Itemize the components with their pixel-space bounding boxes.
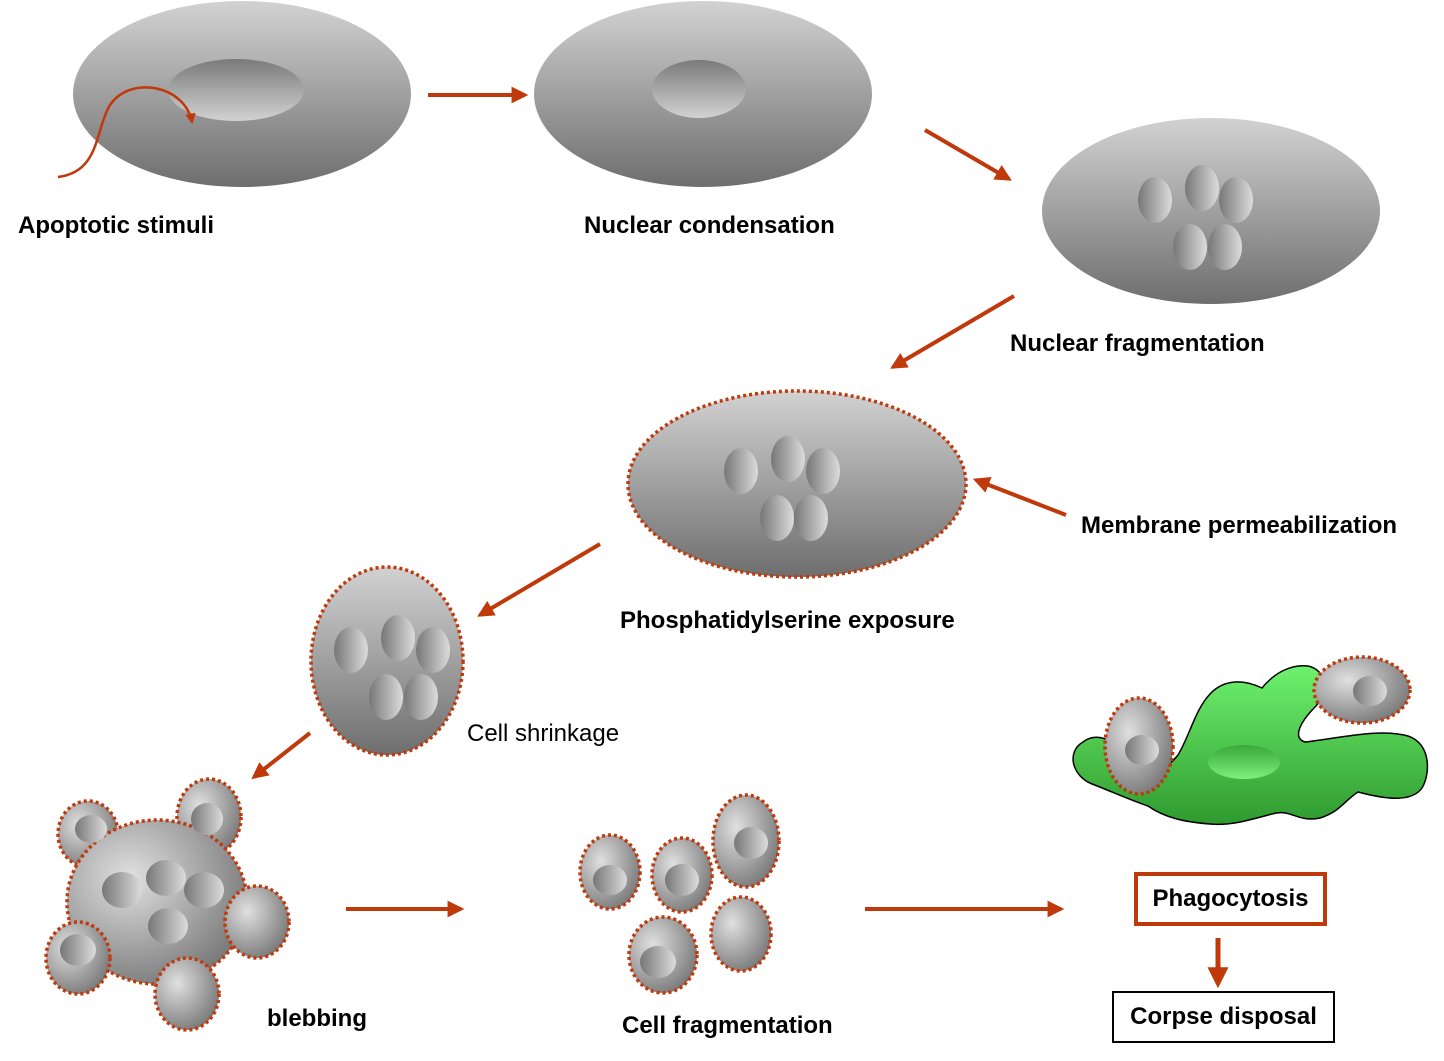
cell-condensed-nucleus	[534, 1, 872, 187]
cell-ps-exposure	[626, 389, 968, 579]
arrow-condensation-to-fragmentation	[923, 128, 1012, 181]
label-blebbing: blebbing	[267, 1005, 367, 1032]
label-phosphatidylserine-exposure: Phosphatidylserine exposure	[620, 607, 955, 634]
arrow-fragmentation-to-ps-exposure	[890, 294, 1016, 369]
label-nuclear-condensation: Nuclear condensation	[584, 212, 835, 239]
corpse-disposal-box: Corpse disposal	[1112, 991, 1335, 1043]
cell-fragmented-nucleus	[1042, 118, 1380, 304]
cell-normal	[57, 1, 411, 187]
label-cell-shrinkage: Cell shrinkage	[467, 720, 620, 747]
phagocyte-nucleus	[1208, 745, 1280, 779]
arrow-membrane-permeabilization	[972, 477, 1067, 517]
label-apoptotic-stimuli: Apoptotic stimuli	[18, 212, 214, 239]
arrow-shrinkage-to-blebbing	[251, 731, 312, 780]
arrow-ps-to-shrinkage	[477, 542, 602, 617]
label-cell-fragmentation: Cell fragmentation	[622, 1012, 833, 1039]
cell-shrunken	[309, 565, 465, 757]
engulfed-bodies	[1103, 655, 1412, 796]
label-nuclear-fragmentation: Nuclear fragmentation	[1010, 330, 1265, 357]
label-corpse-disposal: Corpse disposal	[1130, 1003, 1317, 1030]
apoptotic-bodies	[578, 793, 781, 995]
label-phagocytosis: Phagocytosis	[1152, 885, 1309, 912]
cell-blebbing	[44, 777, 291, 1032]
nucleus	[168, 59, 304, 121]
stimulus-curve-arrow	[57, 86, 196, 179]
phagocyte	[1072, 664, 1429, 826]
phagocytosis-box: Phagocytosis	[1134, 872, 1327, 926]
condensed-nucleus	[652, 60, 746, 118]
label-membrane-permeabilization: Membrane permeabilization	[1081, 512, 1398, 539]
